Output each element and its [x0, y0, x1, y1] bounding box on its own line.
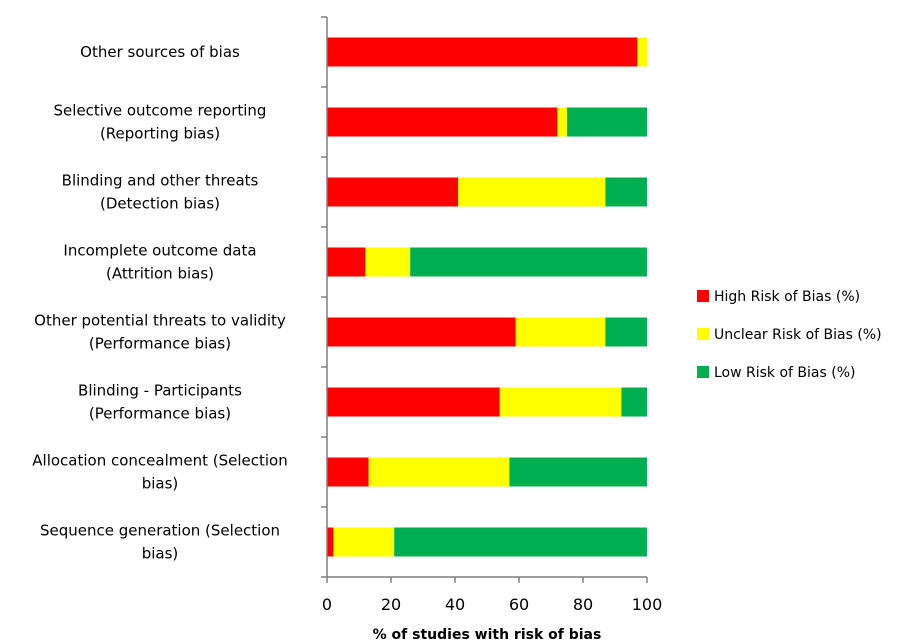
x-tick-label-60: 60 [509, 595, 529, 614]
category-label-4-line-1: Incomplete outcome data [63, 242, 256, 260]
legend-label-low: Low Risk of Bias (%) [714, 365, 855, 381]
legend: High Risk of Bias (%) Unclear Risk of Bia… [697, 289, 882, 381]
x-tick-label-20: 20 [381, 595, 401, 614]
bar-segment-unclear-2 [557, 107, 567, 137]
bar-segment-unclear-4 [365, 247, 411, 277]
category-label-1-line-1: Other sources of bias [80, 43, 240, 61]
axes-layer [321, 16, 648, 583]
bar-segment-unclear-3 [458, 177, 606, 207]
category-label-6-line-2: (Performance bias) [89, 405, 231, 423]
bar-segment-high-6 [327, 387, 500, 417]
category-label-3-line-2: (Detection bias) [100, 195, 220, 213]
category-label-7-line-1: Allocation concealment (Selection [32, 452, 287, 470]
legend-swatch-low [697, 366, 709, 378]
x-tick-label-0: 0 [322, 595, 332, 614]
x-tick-label-40: 40 [445, 595, 465, 614]
category-label-8-line-1: Sequence generation (Selection [40, 522, 280, 540]
x-tick-labels: 0 20 40 60 80 100 [322, 595, 662, 614]
category-label-8-line-2: bias) [142, 545, 179, 563]
category-label-2-line-1: Selective outcome reporting [54, 102, 267, 120]
category-label-5-line-2: (Performance bias) [89, 335, 231, 353]
bar-segment-low-4 [410, 247, 647, 277]
legend-label-unclear: Unclear Risk of Bias (%) [714, 327, 882, 343]
legend-swatch-high [697, 290, 709, 302]
bar-segment-high-4 [327, 247, 366, 277]
bar-segment-high-3 [327, 177, 459, 207]
legend-label-high: High Risk of Bias (%) [714, 289, 860, 305]
bar-segment-low-8 [394, 527, 647, 557]
bar-segment-low-7 [509, 457, 647, 487]
bar-segment-unclear-8 [333, 527, 395, 557]
bar-segment-high-1 [327, 37, 638, 67]
x-tick-label-80: 80 [573, 595, 593, 614]
bar-segment-high-5 [327, 317, 516, 347]
bar-segment-high-8 [327, 527, 334, 557]
bar-segment-high-2 [327, 107, 558, 137]
x-tick-label-100: 100 [632, 595, 663, 614]
category-label-5-line-1: Other potential threats to validity [34, 312, 286, 330]
bar-segment-low-6 [621, 387, 647, 417]
category-labels: Other sources of bias Selective outcome r… [32, 43, 287, 563]
category-label-6-line-1: Blinding - Participants [78, 382, 242, 400]
bar-segment-low-2 [567, 107, 647, 137]
bar-segment-unclear-7 [368, 457, 510, 487]
category-label-4-line-2: (Attrition bias) [106, 265, 214, 283]
bar-segment-unclear-1 [637, 37, 647, 67]
bars-layer [327, 37, 647, 557]
bar-segment-low-5 [605, 317, 647, 347]
category-label-7-line-2: bias) [142, 475, 179, 493]
legend-swatch-unclear [697, 328, 709, 340]
category-label-3-line-1: Blinding and other threats [62, 172, 259, 190]
bar-segment-low-3 [605, 177, 647, 207]
category-label-2-line-2: (Reporting bias) [100, 125, 220, 143]
x-axis-title: % of studies with risk of bias [373, 627, 602, 642]
bar-segment-high-7 [327, 457, 369, 487]
bar-segment-unclear-5 [515, 317, 606, 347]
bar-segment-unclear-6 [499, 387, 622, 417]
